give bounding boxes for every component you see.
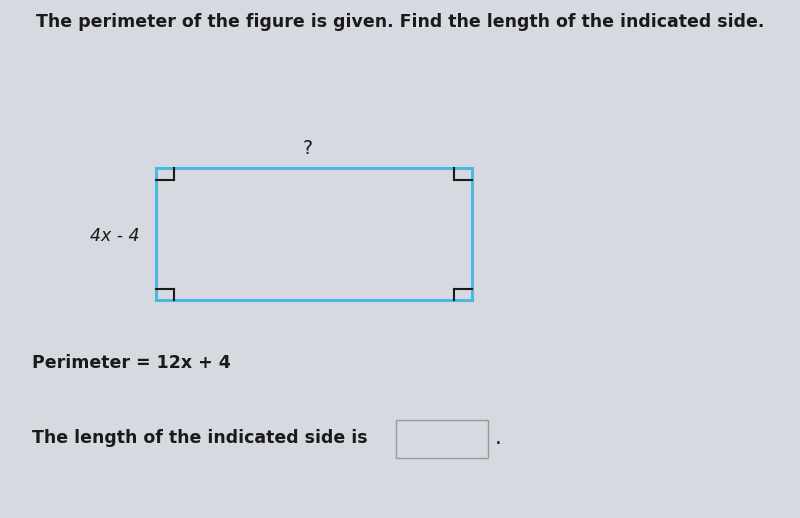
Text: Perimeter = 12x + 4: Perimeter = 12x + 4 [32, 354, 230, 371]
Bar [156, 168, 472, 300]
Text: The length of the indicated side is: The length of the indicated side is [32, 429, 368, 447]
Text: .: . [494, 428, 502, 448]
Text: The perimeter of the figure is given. Find the length of the indicated side.: The perimeter of the figure is given. Fi… [36, 13, 764, 31]
Text: ?: ? [303, 139, 313, 158]
Bar [396, 420, 488, 458]
Text: 4x - 4: 4x - 4 [90, 227, 140, 244]
